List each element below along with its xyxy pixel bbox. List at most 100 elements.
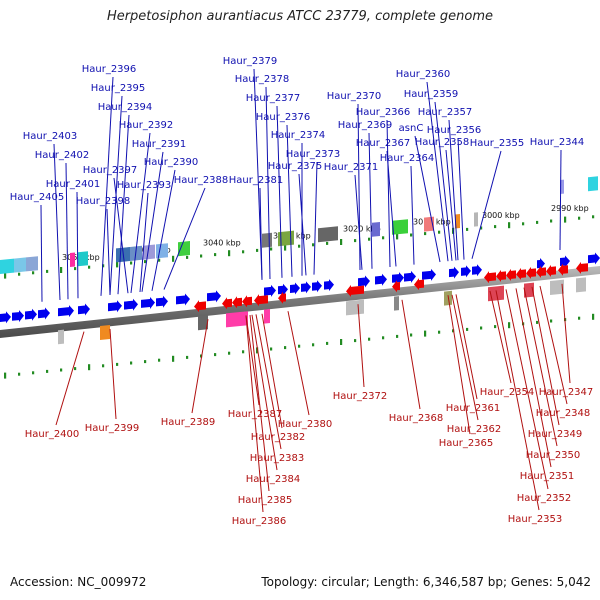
lower-scale-tick bbox=[172, 355, 175, 362]
label-leader-line bbox=[434, 101, 453, 261]
gene-label: Haur_2357 bbox=[418, 107, 473, 118]
lower-scale-tick bbox=[130, 361, 133, 365]
gene-annotation-box bbox=[178, 241, 190, 257]
gene-label: Haur_2387 bbox=[228, 409, 283, 420]
lower-scale-tick bbox=[592, 313, 595, 320]
lower-scale-tick bbox=[242, 350, 245, 354]
forward-gene-arrow bbox=[392, 272, 404, 285]
upper-scale-tick bbox=[326, 241, 329, 245]
gene-label: Haur_2374 bbox=[271, 130, 326, 141]
gene-labels: Haur_2396 Haur_2395 Haur_2394 Haur_2392 Haur… bbox=[10, 56, 594, 527]
lower-scale-tick bbox=[18, 372, 21, 376]
label-leader-line bbox=[53, 143, 61, 301]
lower-scale-tick bbox=[312, 343, 315, 347]
reverse-gene-arrow bbox=[392, 280, 400, 293]
upper-scale-tick bbox=[480, 226, 483, 230]
label-leader-line bbox=[251, 314, 278, 471]
lower-scale-tick bbox=[186, 355, 189, 359]
gene-label: Haur_2370 bbox=[327, 91, 382, 102]
reverse-gene-arrow bbox=[536, 265, 546, 278]
lower-scale-tick bbox=[88, 364, 91, 371]
gene-label: Haur_2354 bbox=[480, 387, 535, 398]
reverse-gene-arrow bbox=[278, 291, 286, 304]
gene-label: Haur_2398 bbox=[76, 196, 131, 207]
gene-label: Haur_2388 bbox=[174, 175, 229, 186]
scale-label: 3000 kbp bbox=[482, 211, 520, 220]
label-leader-line bbox=[505, 289, 549, 490]
upper-scale-tick bbox=[368, 237, 371, 241]
label-leader-line bbox=[163, 187, 206, 290]
backbone-band bbox=[0, 266, 600, 338]
lower-scale-tick bbox=[410, 333, 413, 337]
gene-label: Haur_2364 bbox=[380, 153, 435, 164]
upper-scale-tick bbox=[130, 261, 133, 265]
label-leader-line bbox=[261, 313, 283, 429]
gene-label: Haur_2369 bbox=[338, 120, 393, 131]
forward-gene-arrow bbox=[176, 293, 190, 306]
upper-scale-tick bbox=[228, 250, 231, 257]
gene-annotation-box bbox=[156, 243, 168, 259]
gene-label: Haur_2347 bbox=[539, 387, 594, 398]
lower-scale-tick bbox=[270, 347, 273, 351]
gene-label: Haur_2384 bbox=[246, 474, 301, 485]
upper-scale-tick bbox=[382, 236, 385, 240]
forward-gene-arrow bbox=[461, 265, 471, 278]
lower-scale-tick bbox=[424, 330, 427, 337]
lower-scale-tick bbox=[466, 327, 469, 331]
gene-label: Haur_2361 bbox=[446, 403, 501, 414]
forward-gene-arrow bbox=[156, 295, 168, 308]
gene-label: Haur_2401 bbox=[46, 179, 101, 190]
gene-label: Haur_2383 bbox=[250, 453, 305, 464]
lower-scale-tick bbox=[354, 339, 357, 343]
label-leader-line bbox=[368, 132, 373, 269]
gene-label: Haur_2377 bbox=[246, 93, 301, 104]
label-leader-line bbox=[539, 285, 568, 405]
lower-scale-tick bbox=[214, 353, 217, 357]
lower-scale-tick bbox=[32, 371, 35, 375]
label-leader-line bbox=[414, 135, 441, 263]
label-leader-line bbox=[255, 314, 282, 450]
gene-label: Haur_2399 bbox=[85, 423, 140, 434]
upper-scale-tick bbox=[592, 215, 595, 219]
upper-scale-tick bbox=[242, 250, 245, 254]
gene-label: Haur_2376 bbox=[256, 112, 311, 123]
upper-scale-tick bbox=[172, 255, 175, 262]
forward-gene-arrow bbox=[38, 307, 50, 320]
label-leader-line bbox=[386, 119, 391, 268]
label-leader-line bbox=[457, 137, 465, 260]
reverse-gene-arrow bbox=[254, 294, 268, 307]
reverse-gene-arrow bbox=[232, 296, 242, 309]
gene-label: Haur_2355 bbox=[470, 138, 525, 149]
label-leader-line bbox=[455, 294, 478, 400]
label-leader-line bbox=[471, 150, 502, 259]
gene-annotation-box bbox=[70, 252, 75, 267]
forward-gene-arrow bbox=[58, 305, 74, 318]
label-leader-line bbox=[386, 150, 397, 267]
label-leader-line bbox=[117, 114, 130, 295]
gene-label: Haur_2358 bbox=[415, 137, 470, 148]
gene-annotation-box bbox=[26, 256, 38, 272]
genome-title: Herpetosiphon aurantiacus ATCC 23779, co… bbox=[106, 9, 494, 24]
upper-scale-tick bbox=[46, 269, 49, 273]
gene-label: Haur_2344 bbox=[530, 137, 585, 148]
reverse-gene-arrow bbox=[194, 300, 206, 313]
label-leader-line bbox=[191, 319, 209, 414]
gene-label: Haur_2381 bbox=[229, 175, 284, 186]
gene-annotation-box bbox=[576, 277, 586, 293]
lower-scale-tick bbox=[494, 325, 497, 329]
gene-label: Haur_2368 bbox=[389, 413, 444, 424]
gene-annotation-box bbox=[58, 329, 64, 345]
gene-annotation-box bbox=[14, 257, 26, 273]
label-leader-lines bbox=[40, 68, 571, 513]
gene-annotation-box bbox=[0, 258, 14, 274]
label-leader-line bbox=[286, 124, 293, 277]
lower-scale-tick bbox=[60, 368, 63, 372]
label-leader-line bbox=[523, 287, 558, 447]
upper-scale-tick bbox=[256, 248, 259, 252]
gene-label: Haur_2352 bbox=[517, 493, 572, 504]
upper-scale-tick bbox=[270, 247, 273, 251]
gene-label: Haur_2389 bbox=[161, 417, 216, 428]
lower-scale-tick bbox=[116, 362, 119, 366]
upper-scale-tick bbox=[200, 254, 203, 258]
gene-annotation-box bbox=[474, 212, 478, 227]
